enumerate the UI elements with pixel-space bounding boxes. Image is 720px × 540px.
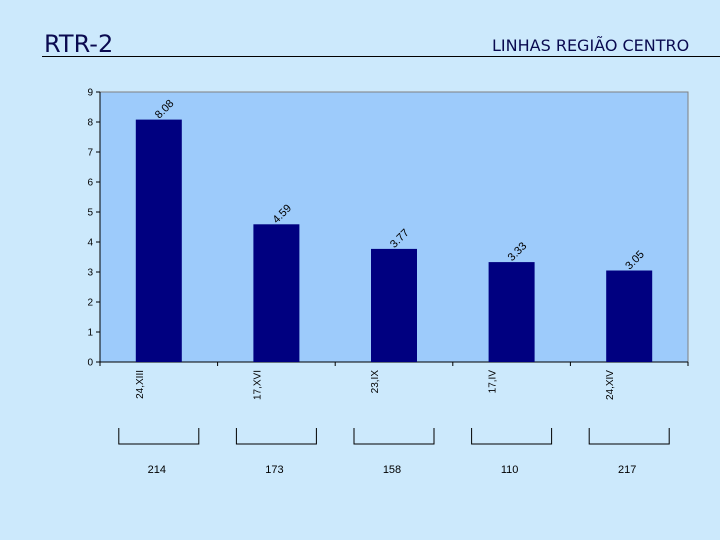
category-bracket: [235, 428, 317, 445]
bottom-number: 173: [265, 464, 283, 476]
bar: [253, 224, 300, 362]
category-label: 17,XVI: [252, 370, 263, 400]
y-tick-label: 6: [87, 178, 93, 189]
category-label: 17,IV: [488, 370, 499, 394]
category-bracket: [471, 428, 553, 445]
y-tick-label: 0: [87, 358, 93, 369]
category-bracket: [118, 428, 200, 445]
y-tick-label: 2: [87, 298, 93, 309]
bottom-number: 110: [501, 464, 519, 476]
y-tick-label: 1: [87, 328, 93, 339]
slide-title: RTR-2: [44, 30, 114, 58]
bar: [606, 270, 653, 362]
bottom-number: 217: [618, 464, 636, 476]
y-tick-label: 9: [87, 88, 93, 99]
y-tick-label: 7: [87, 148, 93, 159]
bar: [135, 119, 182, 362]
category-bracket: [353, 428, 435, 445]
y-tick-label: 5: [87, 208, 93, 219]
slide-header: RTR-2 LINHAS REGIÃO CENTRO: [42, 28, 720, 58]
bar: [488, 262, 535, 362]
bar: [371, 248, 417, 362]
y-tick-label: 3: [87, 268, 93, 279]
category-label: 23,IX: [370, 370, 381, 394]
slide-subtitle: LINHAS REGIÃO CENTRO: [492, 36, 690, 55]
y-tick-label: 8: [87, 118, 93, 129]
y-tick-label: 4: [87, 238, 93, 249]
bottom-number: 214: [148, 464, 166, 476]
category-bracket: [588, 428, 670, 445]
category-label: 24,XIII: [135, 370, 146, 399]
bottom-number: 158: [383, 464, 401, 476]
category-label: 24,XIV: [605, 370, 616, 400]
